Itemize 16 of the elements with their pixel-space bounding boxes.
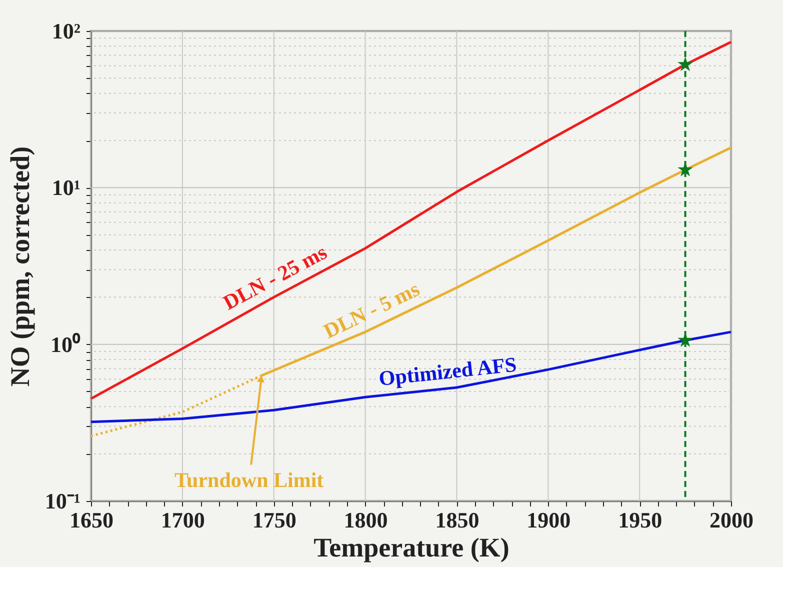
y-tick-label: 10² [52,18,81,44]
point [678,56,693,72]
line-series [90,40,732,400]
y-tick-label: 10⁰ [50,332,80,357]
y-axis-title: NO (ppm, corrected) [4,146,35,387]
y-tick-label: 10¹ [52,175,80,200]
x-tick-label: 1700 [160,508,205,532]
x-tick-label: 2000 [710,508,754,532]
x-tick-label: 1900 [526,508,571,532]
x-axis-title: Temperature (K) [314,532,510,562]
annotation: Turndown Limit [174,468,324,492]
x-tick-label: 1850 [435,508,480,532]
x-tick-label: 1800 [344,508,388,532]
x-tick-label: 1750 [252,508,296,532]
text: Optimized AFS [378,352,518,391]
x-tick-label: 1950 [618,508,662,532]
